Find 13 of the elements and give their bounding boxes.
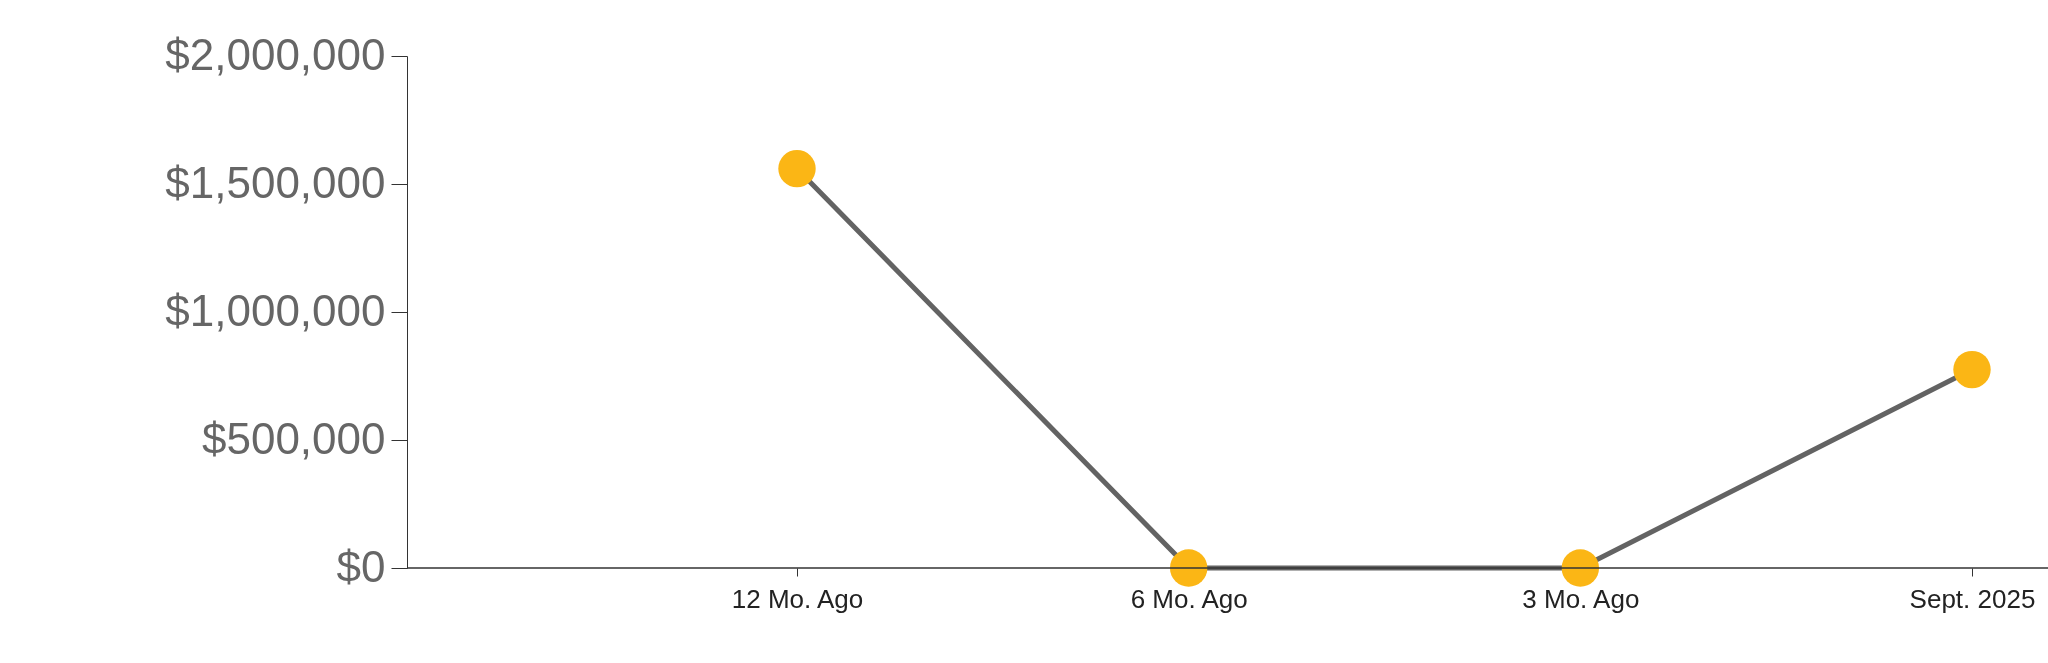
y-tick-label: $1,500,000 [165, 157, 386, 207]
y-tick-label: $1,000,000 [165, 285, 386, 335]
point [778, 149, 816, 188]
x-tick-label: Sept. 2025 [1909, 583, 2036, 614]
y-tick-label: $0 [336, 541, 386, 591]
y-tick-label: $2,000,000 [165, 29, 386, 79]
x-tick-label: 12 Mo. Ago [731, 583, 864, 614]
x-tick-label: 6 Mo. Ago [1130, 583, 1248, 614]
point [1561, 549, 1600, 587]
x-tick-label: 3 Mo. Ago [1522, 583, 1640, 614]
point [1169, 549, 1208, 587]
point [1953, 350, 1991, 389]
y-tick-label: $500,000 [201, 413, 386, 463]
